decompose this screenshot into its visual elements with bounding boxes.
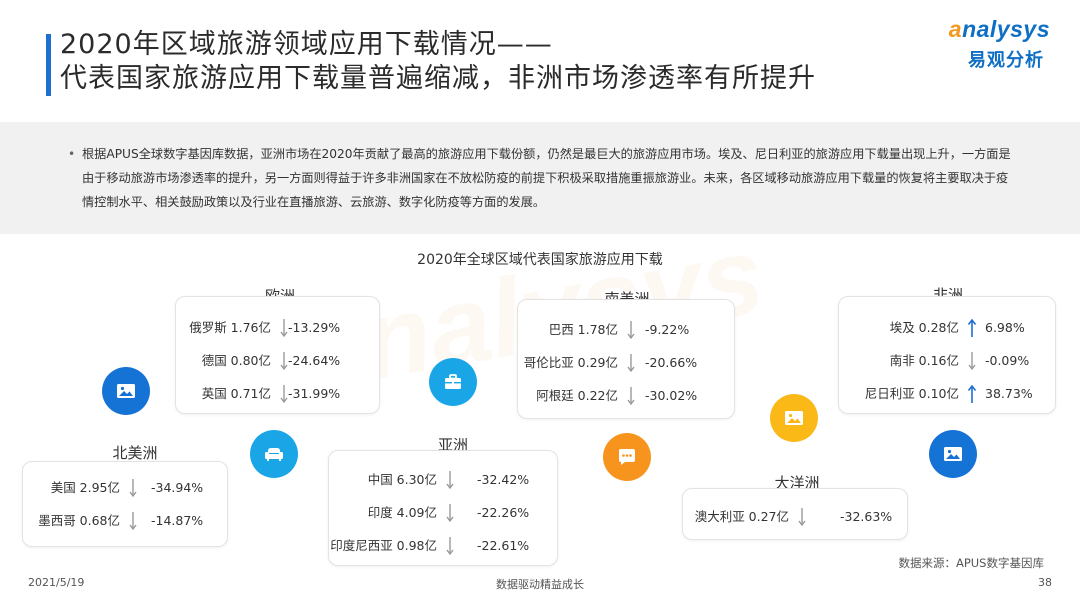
summary-band: 根据APUS全球数字基因库数据，亚洲市场在2020年贡献了最高的旅游应用下载份额…: [0, 122, 1080, 234]
logo-cn-text: 易观分析: [968, 50, 1044, 71]
country-download-label: 印度尼西亚 0.98亿: [330, 538, 437, 553]
growth-rate: -32.42%: [477, 472, 530, 487]
arrow-down-icon: [624, 352, 638, 374]
country-row: 墨西哥 0.68亿 -14.87%: [23, 510, 227, 532]
country-row: 印度尼西亚 0.98亿 -22.61%: [329, 535, 557, 557]
growth-rate: -32.63%: [840, 509, 893, 524]
country-download-label: 德国 0.80亿: [201, 353, 271, 368]
page-title: 2020年区域旅游领域应用下载情况—— 代表国家旅游应用下载量普遍缩减，非洲市场…: [60, 28, 816, 96]
country-row: 巴西 1.78亿 -9.22%: [518, 319, 734, 341]
country-row: 印度 4.09亿 -22.26%: [329, 502, 557, 524]
arrow-down-icon: [277, 383, 291, 405]
page-number: 38: [1038, 576, 1052, 589]
growth-rate: -13.29%: [288, 320, 341, 335]
country-row: 德国 0.80亿 -24.64%: [176, 350, 379, 372]
sofa-icon: [250, 430, 298, 478]
page-title-line2: 代表国家旅游应用下载量普遍缩减，非洲市场渗透率有所提升: [60, 63, 816, 94]
country-row: 哥伦比亚 0.29亿 -20.66%: [518, 352, 734, 374]
country-row: 尼日利亚 0.10亿 38.73%: [839, 383, 1055, 405]
country-download-label: 墨西哥 0.68亿: [38, 513, 120, 528]
arrow-down-icon: [443, 469, 457, 491]
growth-rate: -30.02%: [645, 388, 698, 403]
region-card-south-america: 巴西 1.78亿 -9.22% 哥伦比亚 0.29亿 -20.66% 阿根廷 0.22亿…: [517, 299, 735, 419]
country-download-label: 阿根廷 0.22亿: [536, 388, 618, 403]
arrow-down-icon: [277, 317, 291, 339]
image-icon: [770, 394, 818, 442]
image-icon: [929, 430, 977, 478]
growth-rate: 6.98%: [985, 320, 1025, 335]
country-row: 英国 0.71亿 -31.99%: [176, 383, 379, 405]
arrow-down-icon: [443, 535, 457, 557]
region-card-north-america: 美国 2.95亿 -34.94% 墨西哥 0.68亿 -14.87%: [22, 461, 228, 547]
growth-rate: -14.87%: [151, 513, 204, 528]
region-card-oceania: 澳大利亚 0.27亿 -32.63%: [682, 488, 908, 540]
briefcase-icon: [429, 358, 477, 406]
country-download-label: 哥伦比亚 0.29亿: [523, 355, 618, 370]
growth-rate: -22.61%: [477, 538, 530, 553]
data-source: 数据来源：APUS数字基因库: [898, 556, 1044, 570]
country-download-label: 埃及 0.28亿: [889, 320, 959, 335]
arrow-down-icon: [624, 319, 638, 341]
country-download-label: 中国 6.30亿: [367, 472, 437, 487]
page-title-line1: 2020年区域旅游领域应用下载情况——: [60, 29, 553, 60]
arrow-down-icon: [624, 385, 638, 407]
growth-rate: -34.94%: [151, 480, 204, 495]
country-download-label: 澳大利亚 0.27亿: [694, 509, 789, 524]
country-row: 阿根廷 0.22亿 -30.02%: [518, 385, 734, 407]
region-title-oceania: 大洋洲: [774, 474, 820, 492]
arrow-down-icon: [965, 350, 979, 372]
growth-rate: -22.26%: [477, 505, 530, 520]
growth-rate: -24.64%: [288, 353, 341, 368]
image-icon: [102, 367, 150, 415]
country-download-label: 俄罗斯 1.76亿: [189, 320, 271, 335]
country-row: 俄罗斯 1.76亿 -13.29%: [176, 317, 379, 339]
country-download-label: 美国 2.95亿: [50, 480, 120, 495]
growth-rate: -20.66%: [645, 355, 698, 370]
footer-date: 2021/5/19: [28, 576, 85, 589]
country-row: 美国 2.95亿 -34.94%: [23, 477, 227, 499]
arrow-up-icon: [965, 383, 979, 405]
growth-rate: 38.73%: [985, 386, 1033, 401]
country-download-label: 南非 0.16亿: [889, 353, 959, 368]
growth-rate: -31.99%: [288, 386, 341, 401]
chat-icon: [603, 433, 651, 481]
chart-title: 2020年全球区域代表国家旅游应用下载: [417, 252, 663, 268]
summary-text: 根据APUS全球数字基因库数据，亚洲市场在2020年贡献了最高的旅游应用下载份额…: [68, 142, 1018, 214]
title-accent-bar: [46, 34, 51, 96]
logo-wordmark: analysys: [948, 16, 1050, 42]
region-card-europe: 俄罗斯 1.76亿 -13.29% 德国 0.80亿 -24.64% 英国 0.71亿 -…: [175, 296, 380, 414]
arrow-down-icon: [277, 350, 291, 372]
country-download-label: 英国 0.71亿: [201, 386, 271, 401]
region-card-asia: 中国 6.30亿 -32.42% 印度 4.09亿 -22.26% 印度尼西亚 0.98…: [328, 450, 558, 566]
arrow-down-icon: [795, 506, 809, 528]
country-download-label: 尼日利亚 0.10亿: [864, 386, 959, 401]
arrow-down-icon: [126, 477, 140, 499]
country-row: 中国 6.30亿 -32.42%: [329, 469, 557, 491]
arrow-down-icon: [443, 502, 457, 524]
arrow-up-icon: [965, 317, 979, 339]
analysys-logo: analysys 易观分析: [940, 16, 1050, 72]
growth-rate: -0.09%: [985, 353, 1030, 368]
country-download-label: 印度 4.09亿: [367, 505, 437, 520]
country-row: 南非 0.16亿 -0.09%: [839, 350, 1055, 372]
region-title-north-america: 北美洲: [112, 444, 158, 462]
country-row: 澳大利亚 0.27亿 -32.63%: [683, 506, 907, 528]
country-row: 埃及 0.28亿 6.98%: [839, 317, 1055, 339]
region-title-asia: 亚洲: [437, 436, 468, 454]
footer-slogan: 数据驱动精益成长: [496, 578, 584, 591]
country-download-label: 巴西 1.78亿: [548, 322, 618, 337]
arrow-down-icon: [126, 510, 140, 532]
region-card-africa: 埃及 0.28亿 6.98% 南非 0.16亿 -0.09% 尼日利亚 0.10亿 38.…: [838, 296, 1056, 414]
growth-rate: -9.22%: [645, 322, 690, 337]
